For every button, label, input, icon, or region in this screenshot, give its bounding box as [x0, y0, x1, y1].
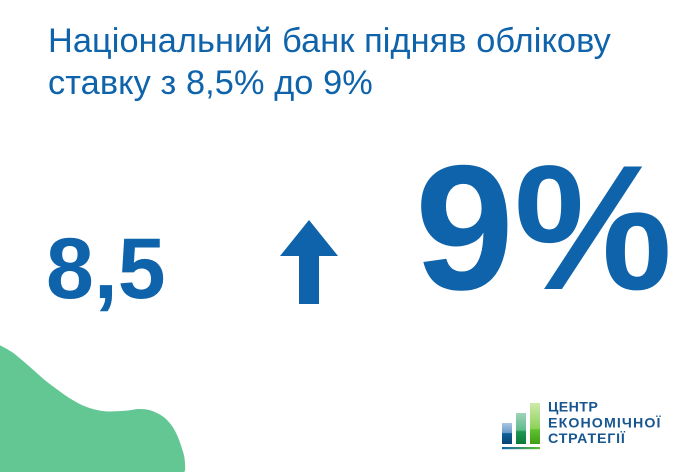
svg-text:ЕКОНОМІЧНОЇ: ЕКОНОМІЧНОЇ [548, 414, 661, 431]
svg-text:СТРАТЕГІЇ: СТРАТЕГІЇ [548, 430, 626, 447]
svg-text:ЦЕНТР: ЦЕНТР [548, 400, 598, 416]
